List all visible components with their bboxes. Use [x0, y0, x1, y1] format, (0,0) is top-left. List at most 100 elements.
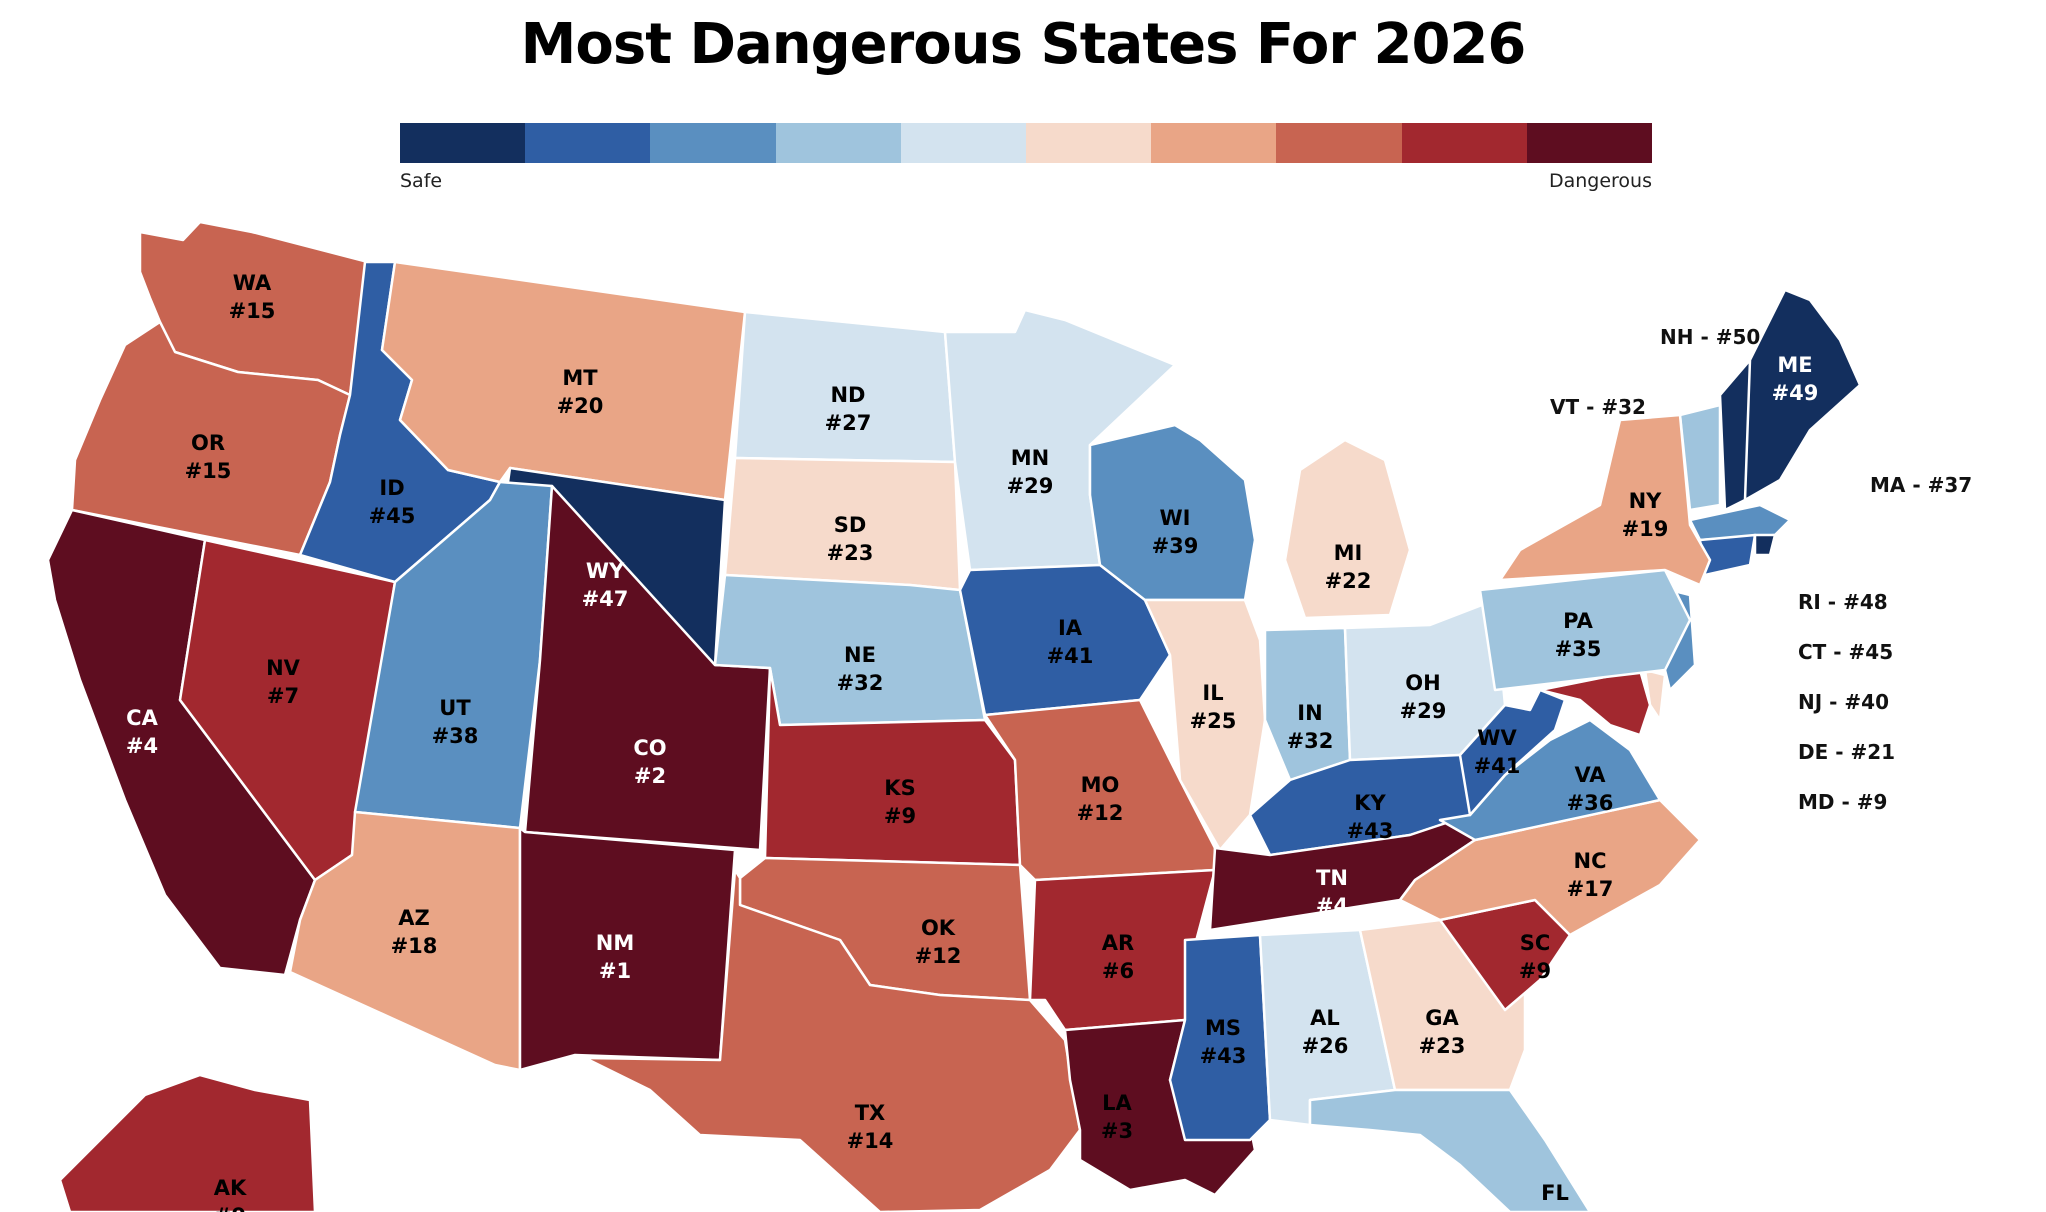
- state-mt: [380, 260, 747, 502]
- state-label-tn: TN: [1316, 866, 1348, 890]
- state-label-nm: NM: [596, 931, 634, 955]
- state-label-in: IN: [1297, 701, 1322, 725]
- callout-nj: NJ - #40: [1798, 690, 1889, 714]
- legend-swatch-5: [900, 123, 1027, 163]
- state-rank-ny: #19: [1622, 517, 1669, 541]
- state-rank-ks: #9: [884, 804, 916, 828]
- map-title: Most Dangerous States For 2026: [520, 12, 1527, 77]
- state-rank-al: #26: [1302, 1034, 1349, 1058]
- state-label-ky: KY: [1354, 791, 1386, 815]
- legend-swatch-1: [400, 123, 526, 163]
- state-label-co: CO: [633, 736, 666, 760]
- state-label-mo: MO: [1081, 773, 1120, 797]
- state-mi: [1283, 438, 1412, 620]
- state-rank-nd: #27: [825, 411, 872, 435]
- state-rank-in: #32: [1287, 729, 1334, 753]
- state-label-nv: NV: [266, 656, 301, 680]
- state-rank-nv: #7: [267, 684, 299, 708]
- state-label-ok: OK: [921, 916, 956, 940]
- state-rank-wa: #15: [229, 299, 276, 323]
- state-ak: [58, 1073, 317, 1212]
- state-rank-ms: #43: [1200, 1044, 1247, 1068]
- state-label-mt: MT: [562, 366, 598, 390]
- state-label-ak: AK: [214, 1176, 247, 1200]
- state-label-ms: MS: [1205, 1016, 1241, 1040]
- state-rank-ak: #9: [214, 1204, 246, 1212]
- state-label-ut: UT: [439, 696, 471, 720]
- legend-swatch-9: [1401, 123, 1527, 163]
- state-rank-or: #15: [185, 459, 232, 483]
- callout-vt: VT - #32: [1550, 395, 1646, 419]
- state-label-sc: SC: [1520, 931, 1551, 955]
- state-label-ia: IA: [1058, 616, 1083, 640]
- state-rank-va: #36: [1567, 791, 1614, 815]
- state-rank-ar: #6: [1102, 959, 1134, 983]
- callout-nh: NH - #50: [1660, 325, 1761, 349]
- state-rank-ky: #43: [1347, 819, 1394, 843]
- state-rank-wv: #41: [1474, 754, 1521, 778]
- state-ma: [1688, 503, 1792, 542]
- state-label-ne: NE: [844, 643, 876, 667]
- state-label-az: AZ: [398, 906, 429, 930]
- state-ri: [1753, 533, 1777, 557]
- state-rank-mi: #22: [1325, 569, 1372, 593]
- legend-swatch-4: [775, 123, 901, 163]
- state-label-ks: KS: [884, 776, 915, 800]
- state-label-mi: MI: [1334, 541, 1363, 565]
- callout-ma: MA - #37: [1870, 473, 1973, 497]
- state-label-wi: WI: [1160, 506, 1191, 530]
- state-ny: [1498, 413, 1712, 587]
- state-rank-wy: #47: [582, 587, 629, 611]
- state-rank-id: #45: [369, 504, 416, 528]
- state-rank-il: #25: [1190, 709, 1237, 733]
- state-rank-mo: #12: [1077, 801, 1124, 825]
- state-label-mn: MN: [1011, 446, 1049, 470]
- legend-swatch-7: [1151, 123, 1277, 163]
- state-label-la: LA: [1102, 1091, 1132, 1115]
- state-label-ny: NY: [1629, 489, 1663, 513]
- state-fl: [1308, 1088, 1592, 1212]
- state-label-va: VA: [1574, 763, 1606, 787]
- state-label-wv: WV: [1477, 726, 1517, 750]
- color-legend: [400, 123, 1653, 163]
- state-rank-sc: #9: [1519, 959, 1551, 983]
- callout-ri: RI - #48: [1798, 590, 1888, 614]
- state-label-tx: TX: [855, 1101, 886, 1125]
- legend-swatch-10: [1526, 123, 1653, 163]
- state-label-ca: CA: [126, 706, 158, 730]
- state-rank-tn: #4: [1316, 894, 1348, 918]
- legend-swatch-3: [650, 123, 776, 163]
- state-label-or: OR: [191, 431, 225, 455]
- state-label-pa: PA: [1563, 609, 1593, 633]
- state-label-ga: GA: [1425, 1006, 1459, 1030]
- state-label-fl: FL: [1541, 1181, 1569, 1205]
- state-label-me: ME: [1777, 353, 1812, 377]
- state-rank-la: #3: [1101, 1119, 1133, 1143]
- state-rank-wi: #39: [1152, 534, 1199, 558]
- state-label-sd: SD: [834, 513, 867, 537]
- state-label-wa: WA: [233, 271, 272, 295]
- state-pa: [1478, 568, 1692, 692]
- callout-md: MD - #9: [1798, 790, 1888, 814]
- legend-high-label: Dangerous: [1548, 170, 1652, 192]
- state-rank-oh: #29: [1400, 699, 1447, 723]
- state-label-il: IL: [1202, 681, 1223, 705]
- callout-de: DE - #21: [1798, 740, 1896, 764]
- state-wi: [1088, 423, 1257, 602]
- state-label-oh: OH: [1405, 671, 1440, 695]
- state-rank-fl: #34: [1532, 1209, 1579, 1212]
- state-rank-pa: #35: [1555, 637, 1602, 661]
- state-de: [1643, 668, 1667, 722]
- legend-low-label: Safe: [400, 170, 443, 192]
- state-rank-tx: #14: [847, 1129, 894, 1153]
- state-rank-sd: #23: [827, 541, 874, 565]
- state-label-wy: WY: [586, 559, 625, 583]
- state-az: [288, 810, 522, 1072]
- state-rank-ne: #32: [837, 671, 884, 695]
- state-wv: [1458, 688, 1567, 817]
- legend-swatch-8: [1276, 123, 1402, 163]
- state-label-nd: ND: [830, 383, 865, 407]
- state-me: [1743, 288, 1862, 502]
- state-tx: [583, 868, 1082, 1212]
